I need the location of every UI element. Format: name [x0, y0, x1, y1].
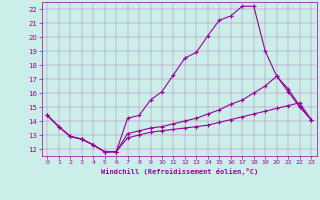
X-axis label: Windchill (Refroidissement éolien,°C): Windchill (Refroidissement éolien,°C) [100, 168, 258, 175]
